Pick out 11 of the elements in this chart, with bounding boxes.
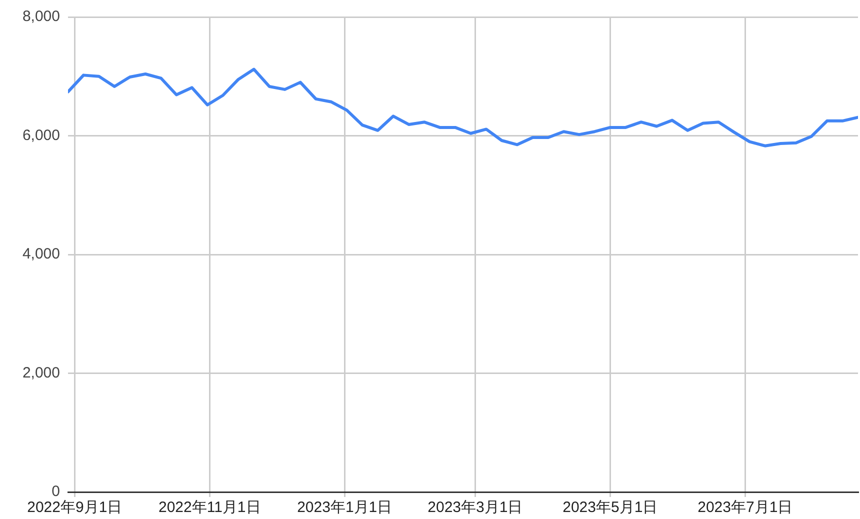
x-tick-label: 2023年5月1日 — [562, 499, 658, 516]
x-tick-label: 2023年7月1日 — [698, 499, 793, 516]
x-tick-label: 2023年3月1日 — [428, 499, 523, 516]
x-tick-label: 2022年9月1日 — [27, 499, 122, 516]
x-tick-label: 2023年1月1日 — [297, 499, 392, 516]
x-tick-label: 2022年11月1日 — [158, 499, 261, 516]
y-tick-label: 8,000 — [22, 8, 60, 26]
y-tick-label: 4,000 — [22, 246, 60, 263]
y-tick-label: 2,000 — [22, 364, 60, 382]
y-tick-label: 6,000 — [22, 126, 60, 144]
y-tick-label: 0 — [52, 483, 60, 500]
